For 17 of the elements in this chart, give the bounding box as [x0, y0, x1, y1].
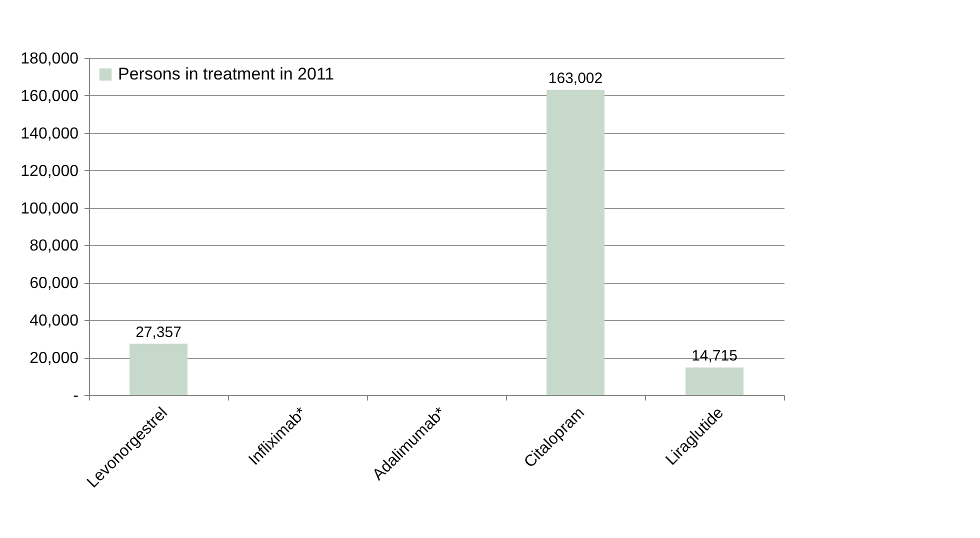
bar	[686, 367, 744, 395]
data-label: 163,002	[548, 70, 603, 87]
y-tick-label: 40,000	[30, 312, 79, 330]
data-label: 14,715	[692, 347, 738, 364]
y-tick-label: 120,000	[20, 162, 79, 180]
legend-label: Persons in treatment in 2011	[118, 64, 334, 84]
y-tick-label: 180,000	[20, 50, 79, 68]
y-tick-label: 20,000	[30, 350, 79, 368]
y-tick-label: -	[73, 388, 78, 404]
y-tick-label: 80,000	[30, 238, 79, 255]
y-tick-label: 60,000	[30, 275, 79, 292]
data-label: 27,357	[136, 324, 182, 341]
y-tick-label: 160,000	[20, 88, 79, 105]
y-tick-label: 140,000	[20, 125, 79, 142]
bar	[546, 90, 604, 395]
y-tick-label: 100,000	[20, 200, 79, 218]
bar	[130, 344, 188, 395]
